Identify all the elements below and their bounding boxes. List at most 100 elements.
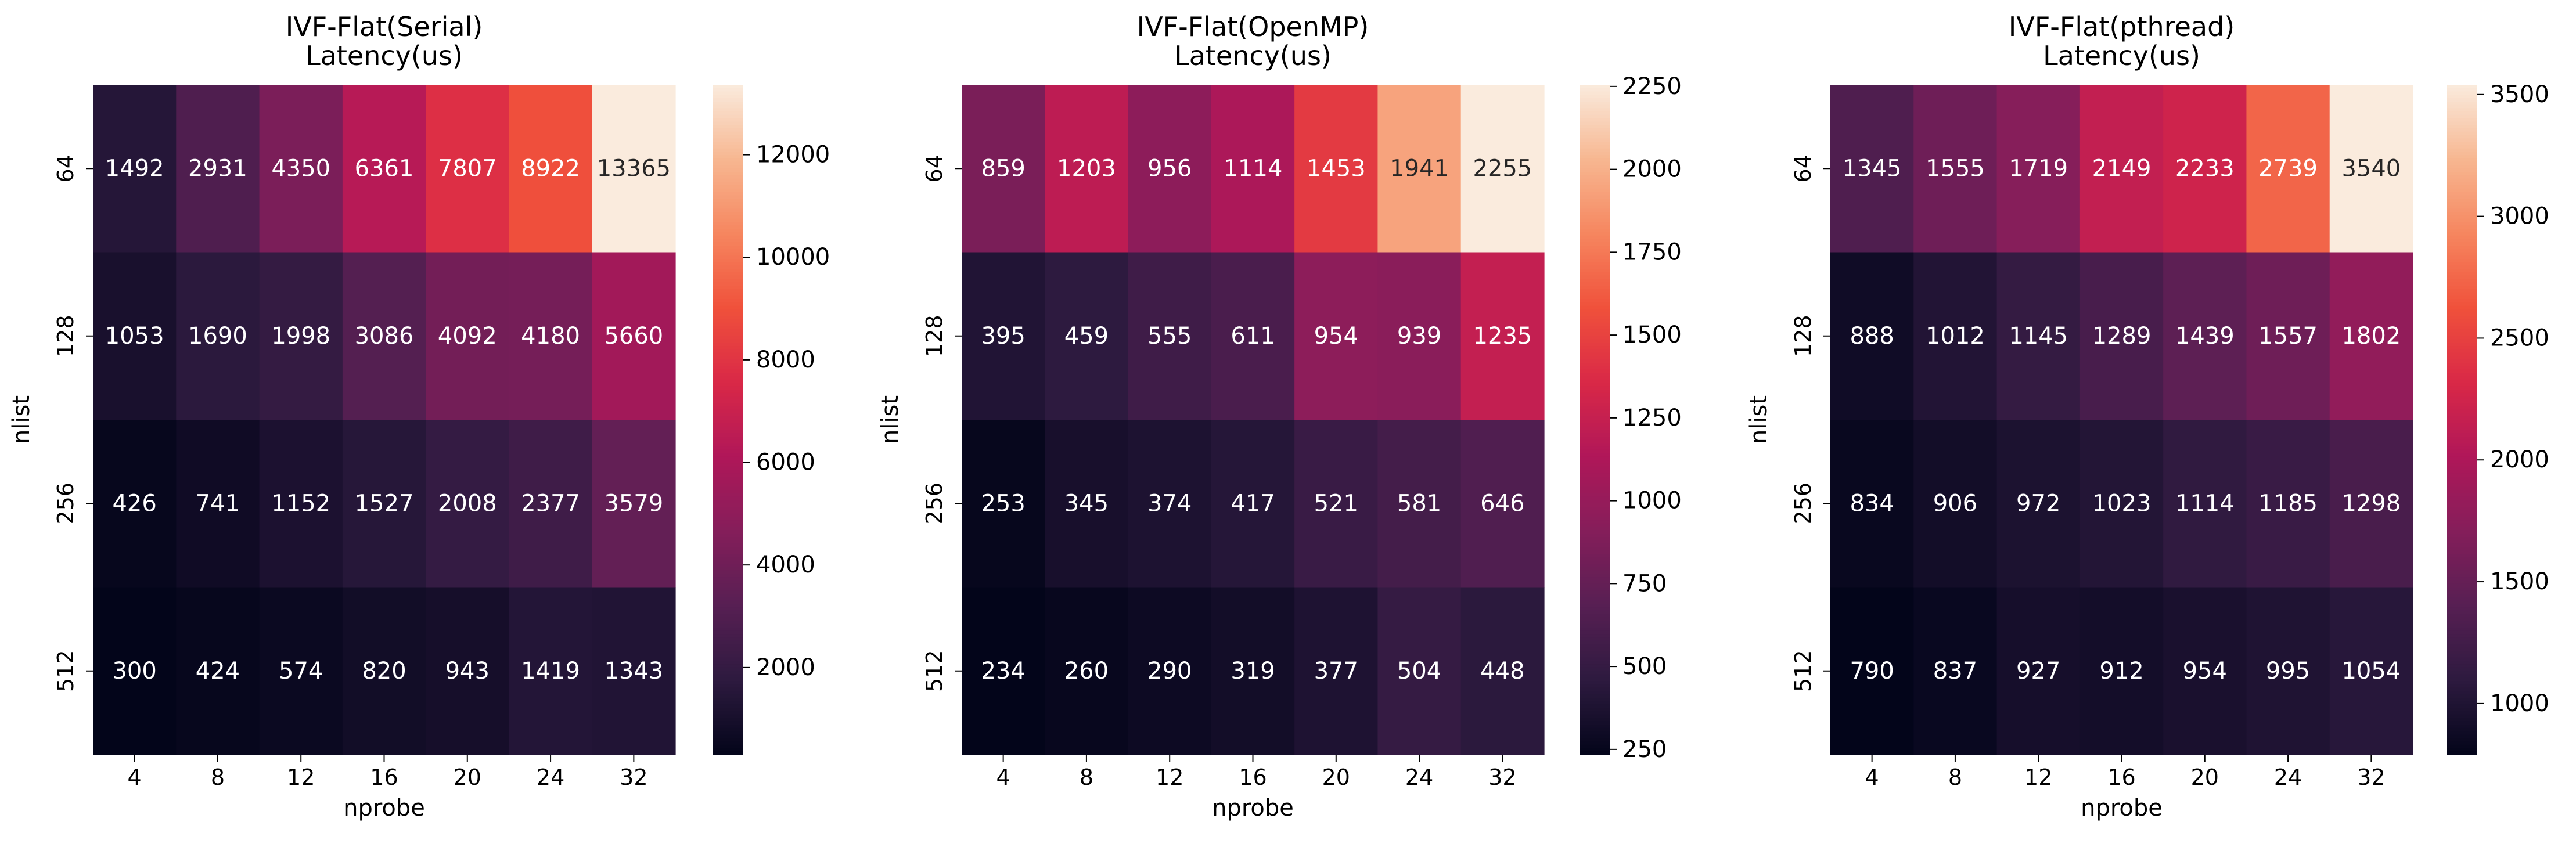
colorbar-strip bbox=[1580, 738, 1610, 742]
y-tick-label: 256 bbox=[1790, 482, 1816, 525]
colorbar-strip bbox=[2447, 614, 2477, 618]
cell-value-label: 426 bbox=[112, 490, 156, 517]
heatmap-cell bbox=[342, 587, 426, 755]
colorbar-tick-label: 2000 bbox=[2490, 446, 2549, 473]
colorbar-strip bbox=[2447, 671, 2477, 675]
colorbar-tick-label: 1500 bbox=[2490, 568, 2549, 595]
colorbar-strip bbox=[713, 383, 743, 387]
colorbar-strip bbox=[713, 460, 743, 464]
colorbar-strip bbox=[2447, 235, 2477, 240]
colorbar-strip bbox=[2447, 483, 2477, 488]
cell-value-label: 374 bbox=[1147, 490, 1192, 517]
colorbar-strip bbox=[1580, 332, 1610, 337]
cell-value-label: 3540 bbox=[2341, 155, 2401, 182]
colorbar-strip bbox=[713, 359, 743, 363]
cell-value-label: 1527 bbox=[355, 490, 414, 517]
colorbar-strip bbox=[713, 142, 743, 146]
colorbar-strip bbox=[1580, 604, 1610, 608]
colorbar-tick-label: 250 bbox=[1622, 736, 1667, 763]
cell-value-label: 260 bbox=[1064, 658, 1109, 684]
y-tick-label: 512 bbox=[53, 650, 78, 692]
colorbar-strip bbox=[2447, 577, 2477, 581]
colorbar-strip bbox=[713, 473, 743, 478]
colorbar-strip bbox=[1580, 215, 1610, 219]
x-tick-label: 32 bbox=[1488, 765, 1516, 790]
heatmap-cell bbox=[1996, 85, 2081, 253]
colorbar-strip bbox=[713, 439, 743, 444]
colorbar-strip bbox=[1580, 587, 1610, 592]
colorbar-strip bbox=[713, 654, 743, 658]
colorbar-strip bbox=[1580, 392, 1610, 397]
colorbar-strip bbox=[1580, 316, 1610, 320]
cell-value-label: 2233 bbox=[2175, 155, 2235, 182]
colorbar-strip bbox=[713, 671, 743, 675]
colorbar-strip bbox=[1580, 443, 1610, 448]
colorbar-strip bbox=[713, 392, 743, 397]
colorbar-strip bbox=[713, 480, 743, 484]
colorbar-strip bbox=[713, 557, 743, 561]
colorbar-strip bbox=[713, 212, 743, 217]
colorbar-strip bbox=[1580, 212, 1610, 217]
colorbar-strip bbox=[713, 500, 743, 504]
colorbar-strip bbox=[713, 433, 743, 437]
colorbar-strip bbox=[2447, 580, 2477, 585]
colorbar-strip bbox=[713, 721, 743, 726]
colorbar-strip bbox=[713, 580, 743, 585]
colorbar-strip bbox=[2447, 199, 2477, 203]
colorbar-strip bbox=[713, 553, 743, 558]
heatmap-cell bbox=[1377, 587, 1462, 755]
colorbar-strip bbox=[1580, 741, 1610, 745]
colorbar-strip bbox=[713, 651, 743, 655]
heatmap-cell bbox=[342, 252, 426, 420]
colorbar-strip bbox=[2447, 366, 2477, 370]
colorbar-strip bbox=[713, 262, 743, 266]
heatmap-cell bbox=[962, 587, 1045, 755]
colorbar-strip bbox=[713, 332, 743, 337]
colorbar-strip bbox=[713, 687, 743, 692]
colorbar-strip bbox=[713, 399, 743, 404]
colorbar-strip bbox=[1580, 721, 1610, 726]
colorbar-strip bbox=[1580, 614, 1610, 618]
colorbar-strip bbox=[2447, 302, 2477, 307]
colorbar-strip bbox=[2447, 627, 2477, 632]
colorbar-strip bbox=[2447, 332, 2477, 337]
colorbar-strip bbox=[1580, 701, 1610, 705]
colorbar-strip bbox=[713, 513, 743, 518]
colorbar-strip bbox=[1580, 98, 1610, 102]
chart-title-line: IVF-Flat(OpenMP) bbox=[1137, 11, 1369, 42]
colorbar-strip bbox=[1580, 108, 1610, 113]
x-tick-label: 16 bbox=[370, 765, 398, 790]
colorbar-strip bbox=[1580, 671, 1610, 675]
colorbar-strip bbox=[1580, 91, 1610, 96]
colorbar-strip bbox=[2447, 108, 2477, 113]
colorbar-strip bbox=[2447, 95, 2477, 99]
colorbar-strip bbox=[2447, 460, 2477, 464]
colorbar-strip bbox=[1580, 553, 1610, 558]
colorbar-strip bbox=[713, 121, 743, 126]
colorbar-strip bbox=[2447, 416, 2477, 420]
colorbar-strip bbox=[1580, 577, 1610, 581]
colorbar-strip bbox=[713, 346, 743, 350]
colorbar-strip bbox=[2447, 292, 2477, 297]
colorbar-strip bbox=[1580, 513, 1610, 518]
colorbar-strip bbox=[2447, 346, 2477, 350]
x-tick-label: 32 bbox=[2357, 765, 2385, 790]
colorbar-strip bbox=[1580, 681, 1610, 685]
heatmap-cell bbox=[2329, 420, 2413, 588]
cell-value-label: 2149 bbox=[2092, 155, 2152, 182]
colorbar-strip bbox=[713, 188, 743, 193]
colorbar-strip bbox=[1580, 433, 1610, 437]
cell-value-label: 1453 bbox=[1307, 155, 1366, 182]
colorbar-strip bbox=[2447, 299, 2477, 304]
colorbar-strip bbox=[1580, 299, 1610, 304]
cell-value-label: 837 bbox=[1933, 658, 1977, 684]
colorbar-strip bbox=[1580, 517, 1610, 521]
colorbar-strip bbox=[1580, 567, 1610, 571]
colorbar-strip bbox=[1580, 322, 1610, 327]
colorbar-tick-label: 4000 bbox=[756, 552, 815, 578]
colorbar-strip bbox=[1580, 708, 1610, 712]
colorbar-strip bbox=[713, 560, 743, 565]
heatmap-cell bbox=[1045, 420, 1129, 588]
colorbar-strip bbox=[2447, 101, 2477, 106]
heatmap-cell bbox=[2079, 587, 2164, 755]
